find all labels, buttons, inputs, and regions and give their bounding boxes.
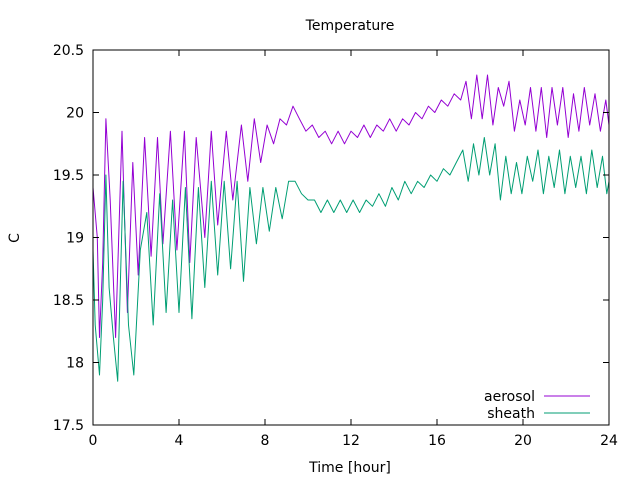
series-line-sheath <box>92 137 610 382</box>
plot-area <box>92 74 610 382</box>
y-tick-label: 19 <box>66 231 84 247</box>
y-tick-label: 18 <box>66 356 84 372</box>
x-tick-label: 4 <box>175 433 184 449</box>
x-tick-label: 16 <box>428 433 446 449</box>
y-tick-label: 17.5 <box>53 418 84 434</box>
y-tick-label: 20.5 <box>53 43 84 59</box>
x-tick-label: 20 <box>514 433 532 449</box>
x-tick-label: 24 <box>600 433 618 449</box>
x-axis-label: Time [hour] <box>308 460 391 476</box>
y-tick-label: 20 <box>66 106 84 122</box>
series-line-aerosol <box>92 74 610 338</box>
x-tick-label: 8 <box>261 433 270 449</box>
y-tick-label: 18.5 <box>53 293 84 309</box>
legend-label-aerosol: aerosol <box>484 389 535 405</box>
axis-ticks: 0 4 8 12 16 20 24 17.5 18 18.5 19 19.5 20 20.5 <box>53 43 618 449</box>
chart-title: Temperature <box>305 18 395 34</box>
legend-label-sheath: sheath <box>487 406 535 422</box>
y-tick-label: 19.5 <box>53 168 84 184</box>
y-axis-label: C <box>7 233 23 243</box>
x-tick-label: 12 <box>342 433 360 449</box>
x-tick-label: 0 <box>89 433 98 449</box>
